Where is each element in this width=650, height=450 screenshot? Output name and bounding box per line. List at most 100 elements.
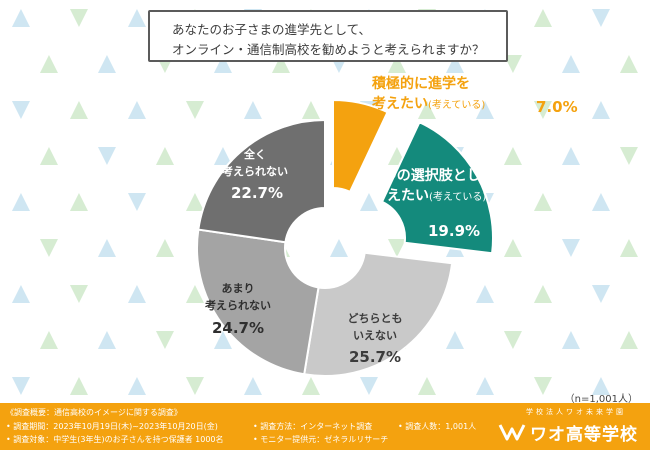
- slice-label-line: あまり: [222, 282, 255, 295]
- pattern-triangle: [213, 331, 232, 349]
- pattern-triangle: [561, 331, 580, 349]
- pattern-triangle: [359, 193, 378, 211]
- survey-monitor: • モニター提供元：ゼネラルリサーチ: [253, 435, 389, 444]
- pattern-triangle: [11, 9, 30, 27]
- pie-slice: [332, 98, 389, 194]
- pattern-triangle: [69, 101, 88, 119]
- pie-slice: [197, 118, 326, 244]
- pattern-triangle: [591, 9, 610, 27]
- pattern-triangle: [127, 193, 146, 211]
- pattern-triangle: [591, 101, 610, 119]
- pattern-triangle: [533, 193, 552, 211]
- pattern-triangle: [533, 377, 552, 395]
- pattern-triangle: [417, 377, 436, 395]
- pattern-triangle: [243, 377, 262, 395]
- pattern-triangle: [127, 101, 146, 119]
- pattern-triangle: [503, 239, 522, 257]
- pattern-triangle: [301, 101, 320, 119]
- slice-value: 25.7%: [349, 348, 401, 366]
- pattern-triangle: [503, 55, 522, 73]
- pattern-triangle: [533, 101, 552, 119]
- pie-slice: [303, 251, 454, 377]
- slice-label-line: どちらとも: [348, 312, 403, 325]
- survey-footer: 《調査概要：通信高校のイメージに関する調査》 • 調査期間：2023年10月19…: [0, 403, 650, 450]
- pattern-triangle: [97, 239, 116, 257]
- pattern-triangle: [155, 147, 174, 165]
- pattern-triangle: [69, 377, 88, 395]
- pattern-triangle: [561, 147, 580, 165]
- pattern-triangle: [11, 101, 30, 119]
- question-box: あなたのお子さまの進学先として、 オンライン・通信制高校を勧めようと考えられます…: [148, 10, 508, 62]
- pattern-triangle: [533, 9, 552, 27]
- pattern-triangle: [127, 377, 146, 395]
- pattern-triangle: [445, 55, 464, 73]
- slice-value: 24.7%: [212, 319, 264, 337]
- pattern-triangle: [185, 285, 204, 303]
- survey-method: • 調査方法：インターネット調査: [253, 422, 373, 431]
- survey-target: • 調査対象：中学生(3年生)のお子さんを持つ保護者 1000名: [6, 435, 224, 444]
- logo-org-name: 学校法人ワオ未来学園: [526, 408, 626, 416]
- slice-label-line: 考えられない: [222, 164, 288, 178]
- pattern-triangle: [561, 239, 580, 257]
- survey-period: • 調査期間：2023年10月19日(木)~2023年10月20日(金): [6, 422, 218, 431]
- slice-label-line: 積極的に進学を: [371, 75, 470, 92]
- pattern-triangle: [243, 101, 262, 119]
- pattern-triangle: [619, 147, 638, 165]
- pattern-triangle: [97, 55, 116, 73]
- sample-size: （n=1,001人）: [564, 394, 638, 405]
- pattern-triangle: [619, 239, 638, 257]
- pattern-triangle: [359, 377, 378, 395]
- pattern-triangle: [97, 147, 116, 165]
- pattern-triangle: [591, 193, 610, 211]
- slice-label-line: 全く: [243, 147, 266, 161]
- wao-logo-icon: [498, 424, 526, 441]
- pattern-triangle: [39, 331, 58, 349]
- question-line-1: あなたのお子さまの進学先として、: [172, 22, 372, 37]
- pattern-triangle: [155, 239, 174, 257]
- pattern-triangle: [127, 9, 146, 27]
- pattern-triangle: [503, 147, 522, 165]
- pattern-triangle: [301, 377, 320, 395]
- pattern-triangle: [503, 331, 522, 349]
- pattern-triangle: [329, 239, 348, 257]
- question-line-2: オンライン・通信制高校を勧めようと考えられますか？: [172, 42, 485, 57]
- pattern-triangle: [185, 193, 204, 211]
- pattern-triangle: [127, 285, 146, 303]
- pattern-triangle: [11, 377, 30, 395]
- pattern-triangle: [475, 101, 494, 119]
- pattern-triangle: [271, 55, 290, 73]
- slice-value: 7.0%: [536, 98, 578, 116]
- pattern-triangle: [69, 193, 88, 211]
- pattern-triangle: [387, 239, 406, 257]
- slice-value: 22.7%: [231, 184, 283, 202]
- pattern-triangle: [39, 55, 58, 73]
- slice-label-line: いえない: [353, 329, 397, 342]
- pattern-triangle: [619, 55, 638, 73]
- slice-label-line: 考えたい(考えている): [373, 187, 486, 204]
- pattern-triangle: [213, 147, 232, 165]
- pattern-triangle: [445, 331, 464, 349]
- pattern-triangle: [387, 55, 406, 73]
- survey-title: 《調査概要：通信高校のイメージに関する調査》: [6, 408, 182, 417]
- pattern-triangle: [69, 285, 88, 303]
- pattern-triangle: [561, 55, 580, 73]
- pattern-triangle: [533, 285, 552, 303]
- slice-label-line: 1つの選択肢として: [373, 167, 494, 184]
- slice-label-line: 考えられない: [205, 298, 271, 312]
- pattern-triangle: [475, 377, 494, 395]
- pattern-triangle: [69, 9, 88, 27]
- pie-slice: [196, 228, 320, 376]
- pattern-triangle: [591, 285, 610, 303]
- slice-label-note: (考えている): [428, 99, 485, 111]
- pattern-triangle: [417, 101, 436, 119]
- survey-count: • 調査人数：1,001人: [398, 422, 477, 431]
- slice-label-note: (考えている): [429, 191, 486, 203]
- pattern-triangle: [97, 331, 116, 349]
- pattern-triangle: [591, 377, 610, 395]
- slice-label-line: 考えたい(考えている): [372, 95, 485, 112]
